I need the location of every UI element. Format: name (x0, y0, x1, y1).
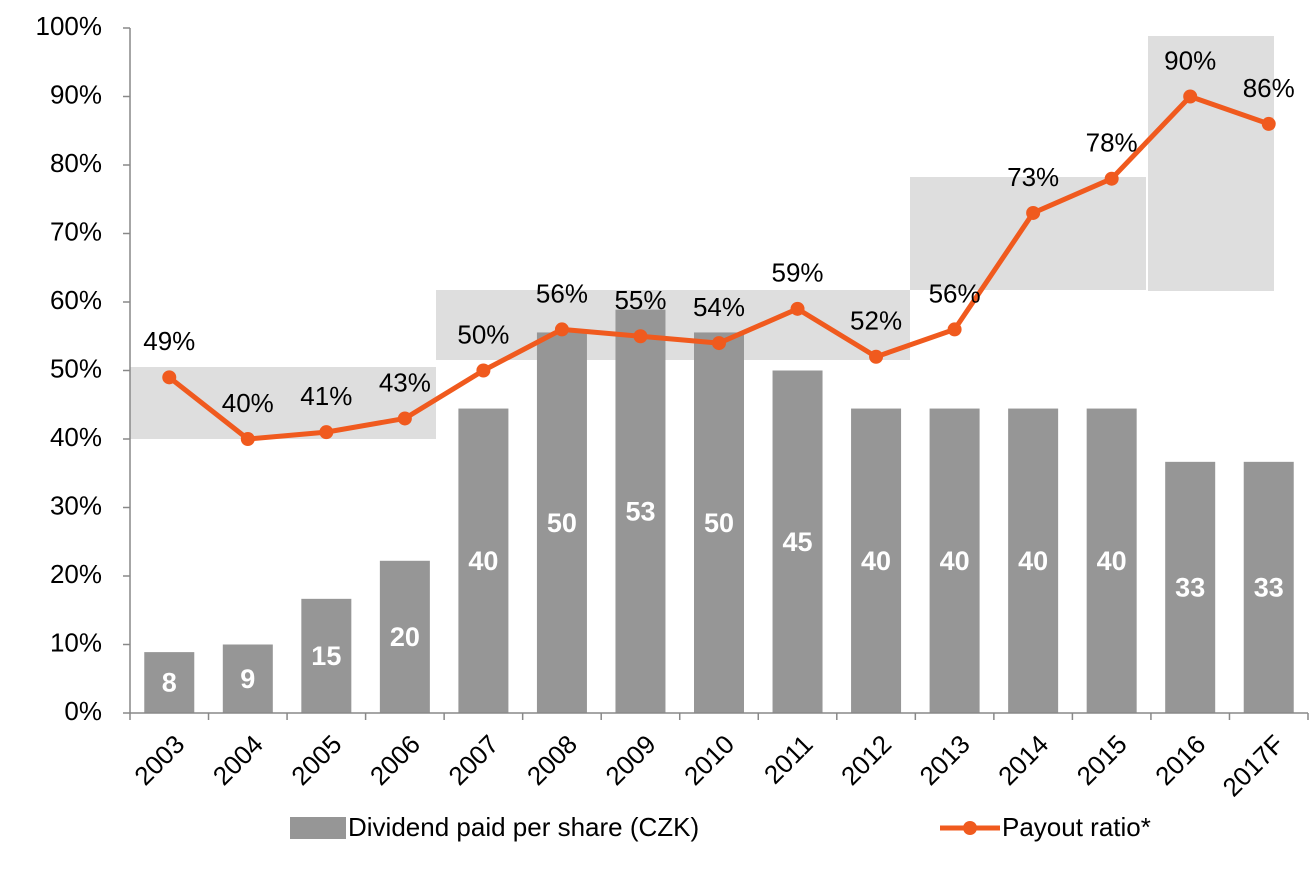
line-point (476, 363, 491, 378)
point-label: 52% (850, 306, 902, 336)
line-point (162, 370, 177, 385)
bar (694, 332, 744, 713)
x-tick-label: 2013 (914, 729, 976, 791)
y-tick-label: 0% (64, 696, 102, 726)
y-tick-label: 60% (50, 285, 102, 315)
line-point (633, 329, 648, 344)
y-tick-label: 50% (50, 353, 102, 383)
x-tick-label: 2005 (285, 729, 347, 791)
legend-swatch (290, 817, 346, 839)
x-tick-label: 2017F (1216, 729, 1289, 802)
bar (144, 652, 195, 713)
line-point (947, 322, 962, 337)
x-tick-label: 2015 (1071, 729, 1133, 791)
point-label: 90% (1164, 45, 1216, 75)
x-tick-label: 2012 (835, 729, 897, 791)
line-point (1261, 116, 1276, 131)
bar-label: 45 (783, 527, 813, 557)
legend-label: Dividend paid per share (CZK) (348, 812, 699, 842)
bar-label: 50 (547, 508, 577, 538)
point-label: 55% (614, 285, 666, 315)
point-label: 86% (1243, 73, 1295, 103)
point-label: 73% (1007, 162, 1059, 192)
legend: Dividend paid per share (CZK) Payout rati… (290, 812, 1151, 842)
point-label: 41% (300, 381, 352, 411)
line-point (1026, 205, 1041, 220)
line-point (1104, 171, 1119, 186)
bar-label: 40 (1097, 546, 1127, 576)
y-tick-label: 20% (50, 559, 102, 589)
bar-label: 53 (625, 496, 655, 526)
shaded-range (130, 367, 436, 439)
bar-label: 40 (940, 546, 970, 576)
y-tick-label: 40% (50, 422, 102, 452)
y-tick-label: 90% (50, 79, 102, 109)
x-tick-label: 2007 (442, 729, 504, 791)
line-point (319, 425, 334, 440)
x-tick-label: 2006 (364, 729, 426, 791)
bar-label: 33 (1254, 573, 1284, 603)
bar-label: 40 (861, 546, 891, 576)
bar (1008, 408, 1059, 713)
line-point (869, 349, 884, 364)
point-label: 78% (1086, 128, 1138, 158)
x-tick-label: 2009 (599, 729, 661, 791)
point-label: 43% (379, 367, 431, 397)
point-label: 54% (693, 292, 745, 322)
shaded-range (436, 290, 910, 360)
x-tick-label: 2016 (1149, 729, 1211, 791)
x-tick-label: 2010 (678, 729, 740, 791)
bar-label: 9 (240, 664, 255, 694)
bar-label: 33 (1175, 573, 1205, 603)
bar-label: 40 (1018, 546, 1048, 576)
bar (1243, 461, 1294, 713)
bar-label: 15 (311, 641, 341, 671)
bar-label: 8 (162, 668, 177, 698)
x-tick-label: 2004 (207, 729, 269, 791)
line-point (712, 336, 726, 351)
y-tick-label: 10% (50, 627, 102, 657)
y-tick-label: 70% (50, 216, 102, 246)
point-label: 56% (536, 278, 588, 308)
point-label: 56% (929, 278, 981, 308)
line-point (1183, 89, 1198, 104)
bar-label: 40 (468, 546, 498, 576)
bar (1086, 408, 1137, 713)
bar (615, 309, 666, 713)
line-point (397, 411, 412, 426)
bar (772, 370, 823, 713)
line-series: 49% 40% 41% 43% 50% 56% 55% 54% 59% 52% 56% 73% 78% 9… (143, 45, 1295, 446)
legend-label: Payout ratio* (1002, 812, 1151, 842)
bar-label: 50 (704, 508, 734, 538)
shaded-range (1148, 36, 1274, 291)
point-label: 40% (222, 388, 274, 418)
bar-series: 8 9 15 20 40 50 53 50 45 40 40 40 40 33 33 (144, 309, 1294, 713)
x-tick-label: 2003 (128, 729, 190, 791)
legend-swatch (963, 821, 977, 835)
line-point (790, 301, 805, 316)
bar-label: 20 (390, 622, 420, 652)
point-label: 49% (143, 326, 195, 356)
bar (1165, 461, 1216, 713)
bar (929, 408, 980, 713)
bar (301, 598, 352, 713)
y-tick-label: 80% (50, 148, 102, 178)
y-tick-label: 30% (50, 490, 102, 520)
x-tick-label: 2014 (992, 729, 1054, 791)
line-point (240, 432, 255, 446)
bar (536, 332, 587, 713)
bar (851, 408, 902, 713)
y-tick-label: 100% (36, 11, 103, 41)
line-point (554, 322, 569, 337)
x-tick-label: 2008 (521, 729, 583, 791)
x-tick-label: 2011 (758, 729, 819, 790)
bar (222, 644, 273, 713)
point-label: 59% (772, 258, 824, 288)
shaded-ranges (130, 36, 1274, 439)
shaded-range (910, 177, 1146, 290)
bar (379, 560, 430, 713)
point-label: 50% (457, 319, 509, 349)
bar (458, 408, 509, 713)
